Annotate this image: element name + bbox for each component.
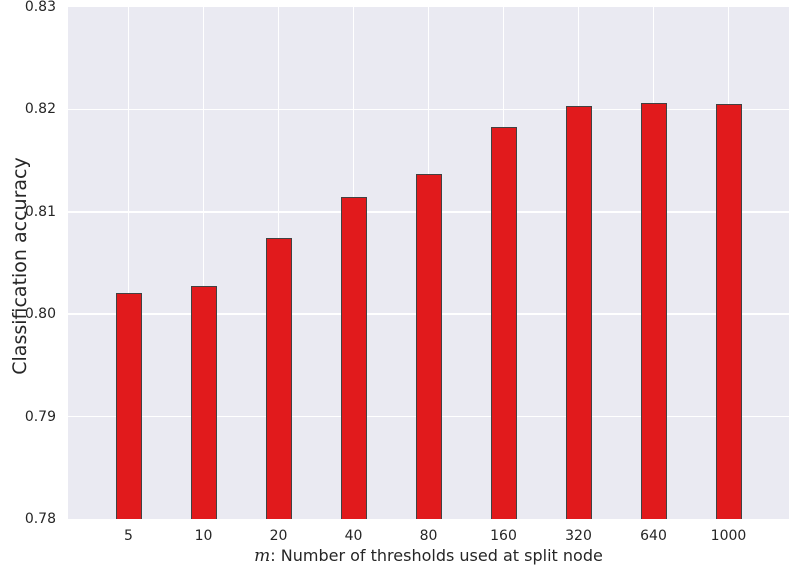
bar bbox=[190, 285, 217, 519]
y-tick-label: 0.80 bbox=[24, 306, 56, 323]
bar bbox=[490, 126, 517, 519]
y-tick-label: 0.82 bbox=[24, 101, 56, 118]
bar bbox=[715, 104, 742, 519]
x-tick-label: 40 bbox=[344, 528, 363, 544]
x-tick-label: 320 bbox=[565, 528, 592, 544]
v-gridline bbox=[127, 7, 130, 519]
y-tick-label: 0.78 bbox=[24, 511, 56, 527]
x-axis-label-math-symbol: m bbox=[254, 546, 271, 566]
y-axis-label: Classification accuracy bbox=[9, 157, 31, 375]
bar bbox=[265, 238, 292, 519]
v-gridline bbox=[202, 7, 205, 519]
plot-area bbox=[68, 7, 789, 519]
y-tick-label: 0.83 bbox=[24, 0, 56, 15]
x-tick-label: 160 bbox=[490, 528, 517, 544]
bar bbox=[340, 197, 367, 519]
bar bbox=[565, 106, 592, 519]
x-tick-label: 80 bbox=[419, 528, 438, 544]
bar bbox=[115, 292, 142, 519]
x-tick-label: 10 bbox=[194, 528, 213, 544]
x-tick-label: 640 bbox=[640, 528, 667, 544]
x-tick-label: 5 bbox=[124, 528, 133, 544]
y-tick-label: 0.79 bbox=[24, 408, 56, 425]
x-tick-label: 20 bbox=[269, 528, 288, 544]
x-axis-label-text: : Number of thresholds used at split nod… bbox=[270, 546, 603, 565]
bar bbox=[640, 103, 667, 519]
x-axis-label: m: Number of thresholds used at split no… bbox=[68, 546, 789, 566]
x-tick-label: 1000 bbox=[710, 528, 747, 544]
y-tick-label: 0.81 bbox=[24, 203, 56, 220]
bar bbox=[415, 173, 442, 519]
